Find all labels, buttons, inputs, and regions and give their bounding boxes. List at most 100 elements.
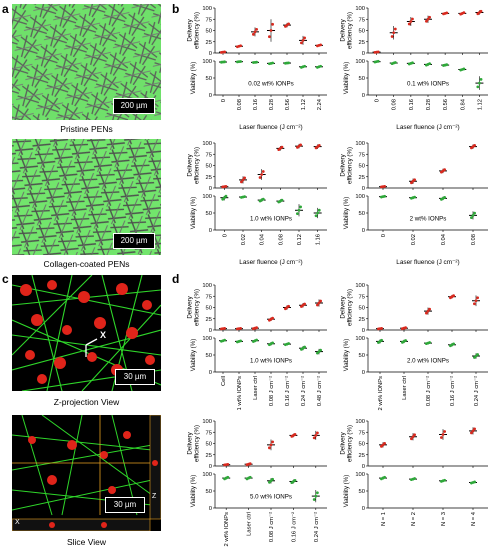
delivery-y-label: Deliveryefficiency (%) bbox=[187, 425, 201, 462]
x-tick-label: 2 wt% IONPs bbox=[378, 376, 384, 411]
viability-data-point bbox=[373, 60, 377, 64]
panel-letter-c: c bbox=[2, 272, 9, 286]
delivery-data-point bbox=[381, 185, 385, 189]
viability-data-point bbox=[220, 60, 223, 64]
delivery-data-point bbox=[278, 147, 282, 150]
y-tick-label: 25 bbox=[206, 317, 212, 323]
image-caption: Slice View bbox=[66, 537, 107, 547]
delivery-data-point bbox=[462, 11, 466, 15]
x-tick-label: 0.08 J cm⁻² bbox=[269, 512, 275, 542]
delivery-data-point bbox=[269, 443, 273, 447]
x-tick-label: 0.24 J cm⁻² bbox=[474, 376, 480, 406]
viability-data-point bbox=[378, 340, 382, 343]
viability-data-point bbox=[390, 62, 394, 66]
delivery-data-point bbox=[303, 302, 306, 306]
viability-data-point bbox=[285, 61, 289, 65]
viability-data-point bbox=[222, 196, 226, 200]
delivery-data-point bbox=[441, 433, 445, 436]
viability-data-point bbox=[443, 478, 446, 482]
y-label-line: Delivery bbox=[187, 153, 194, 176]
delivery-data-point bbox=[271, 316, 274, 320]
delivery-data-point bbox=[268, 35, 271, 39]
delivery-data-point bbox=[285, 23, 289, 27]
x-tick-label: 0 bbox=[221, 99, 227, 102]
y-label-line: Delivery bbox=[340, 431, 347, 454]
y-tick-label: 50 bbox=[206, 76, 212, 82]
delivery-y-label: Deliveryefficiency (%) bbox=[340, 425, 354, 462]
delivery-data-point bbox=[413, 433, 416, 437]
delivery-data-point bbox=[479, 9, 483, 13]
x-tick-label: 0.16 J cm⁻² bbox=[450, 376, 456, 406]
viability-data-point bbox=[428, 341, 431, 344]
viability-data-point bbox=[319, 64, 322, 68]
y-tick-label: 50 bbox=[359, 489, 365, 495]
viability-data-point bbox=[239, 339, 243, 343]
delivery-data-point bbox=[428, 15, 431, 19]
viability-data-point bbox=[440, 197, 443, 201]
delivery-data-point bbox=[411, 179, 415, 183]
y-tick-label: 25 bbox=[359, 175, 365, 181]
x-tick-label: 2.24 bbox=[317, 98, 323, 110]
delivery-data-point bbox=[476, 296, 479, 300]
viability-data-point bbox=[459, 68, 463, 72]
viability-data-point bbox=[224, 476, 228, 480]
viability-data-point bbox=[221, 60, 225, 64]
delivery-data-point bbox=[258, 176, 262, 179]
y-tick-label: 0 bbox=[362, 228, 365, 234]
delivery-data-point bbox=[268, 318, 271, 322]
chart-annotation: 0.02 wt% IONPs bbox=[248, 80, 293, 87]
viability-data-point bbox=[473, 211, 476, 215]
y-tick-label: 0 bbox=[209, 93, 212, 99]
viability-data-point bbox=[443, 196, 446, 199]
delivery-y-label: Deliveryefficiency (%) bbox=[187, 147, 201, 184]
x-tick-label: 0.08 bbox=[237, 99, 243, 110]
y-tick-label: 0 bbox=[362, 506, 365, 512]
delivery-data-point bbox=[268, 446, 271, 450]
delivery-data-point bbox=[375, 50, 378, 54]
delivery-data-point bbox=[473, 302, 476, 306]
delivery-data-point bbox=[425, 311, 428, 315]
scale-bar: 30 µm bbox=[115, 369, 155, 385]
y-tick-label: 100 bbox=[202, 283, 212, 289]
y-tick-label: 75 bbox=[359, 430, 365, 436]
viability-y-label: Viability (%) bbox=[343, 339, 350, 372]
y-tick-label: 50 bbox=[359, 164, 365, 170]
x-axis-label: Laser fluence (J cm⁻²) bbox=[239, 259, 302, 266]
viability-data-point bbox=[269, 479, 273, 483]
y-tick-label: 25 bbox=[206, 40, 212, 46]
viability-data-point bbox=[277, 200, 281, 204]
viability-data-point bbox=[452, 342, 455, 346]
y-tick-label: 100 bbox=[355, 59, 365, 65]
scale-bar: 200 µm bbox=[113, 98, 155, 114]
x-tick-label: 1.12 bbox=[301, 99, 307, 110]
y-tick-label: 100 bbox=[202, 194, 212, 200]
viability-data-point bbox=[248, 475, 252, 479]
y-tick-label: 75 bbox=[359, 152, 365, 158]
y-tick-label: 25 bbox=[359, 317, 365, 323]
delivery-data-point bbox=[316, 44, 319, 48]
x-tick-label: 0.24 J cm⁻² bbox=[314, 512, 320, 542]
y-label-line: Viability (%) bbox=[343, 339, 350, 372]
viability-data-point bbox=[260, 198, 264, 202]
pristine-pens-micrograph: 200 µm bbox=[12, 4, 161, 120]
delivery-data-point bbox=[443, 168, 446, 172]
delivery-data-point bbox=[237, 327, 241, 331]
y-tick-label: 100 bbox=[202, 336, 212, 342]
delivery-data-point bbox=[440, 436, 443, 439]
viability-data-point bbox=[223, 338, 227, 342]
y-tick-label: 0 bbox=[362, 93, 365, 99]
x-tick-label: N = 4 bbox=[471, 511, 477, 526]
viability-data-point bbox=[271, 61, 274, 65]
viability-data-point bbox=[221, 339, 225, 343]
x-tick-label: 0.84 bbox=[460, 98, 466, 110]
delivery-data-point bbox=[224, 185, 228, 188]
viability-data-point bbox=[376, 59, 380, 63]
delivery-data-point bbox=[426, 17, 430, 21]
delivery-data-point bbox=[299, 143, 302, 147]
viability-data-point bbox=[297, 208, 301, 212]
y-tick-label: 75 bbox=[206, 294, 212, 300]
x-tick-label: 0.16 J cm⁻² bbox=[291, 512, 297, 542]
